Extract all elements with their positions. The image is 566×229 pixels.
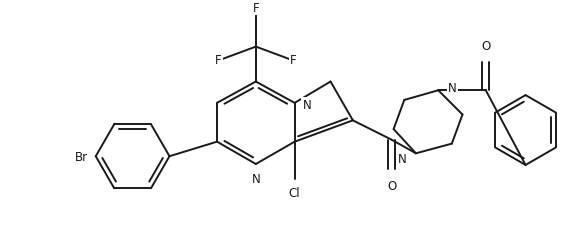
Text: Cl: Cl	[289, 186, 301, 199]
Text: N: N	[448, 82, 457, 94]
Text: F: F	[252, 2, 259, 14]
Text: N: N	[251, 172, 260, 185]
Text: F: F	[290, 53, 297, 66]
Text: O: O	[481, 40, 490, 53]
Text: N: N	[397, 152, 406, 165]
Text: O: O	[387, 179, 396, 192]
Text: N: N	[302, 98, 311, 112]
Text: Br: Br	[75, 150, 88, 163]
Text: F: F	[215, 53, 222, 66]
